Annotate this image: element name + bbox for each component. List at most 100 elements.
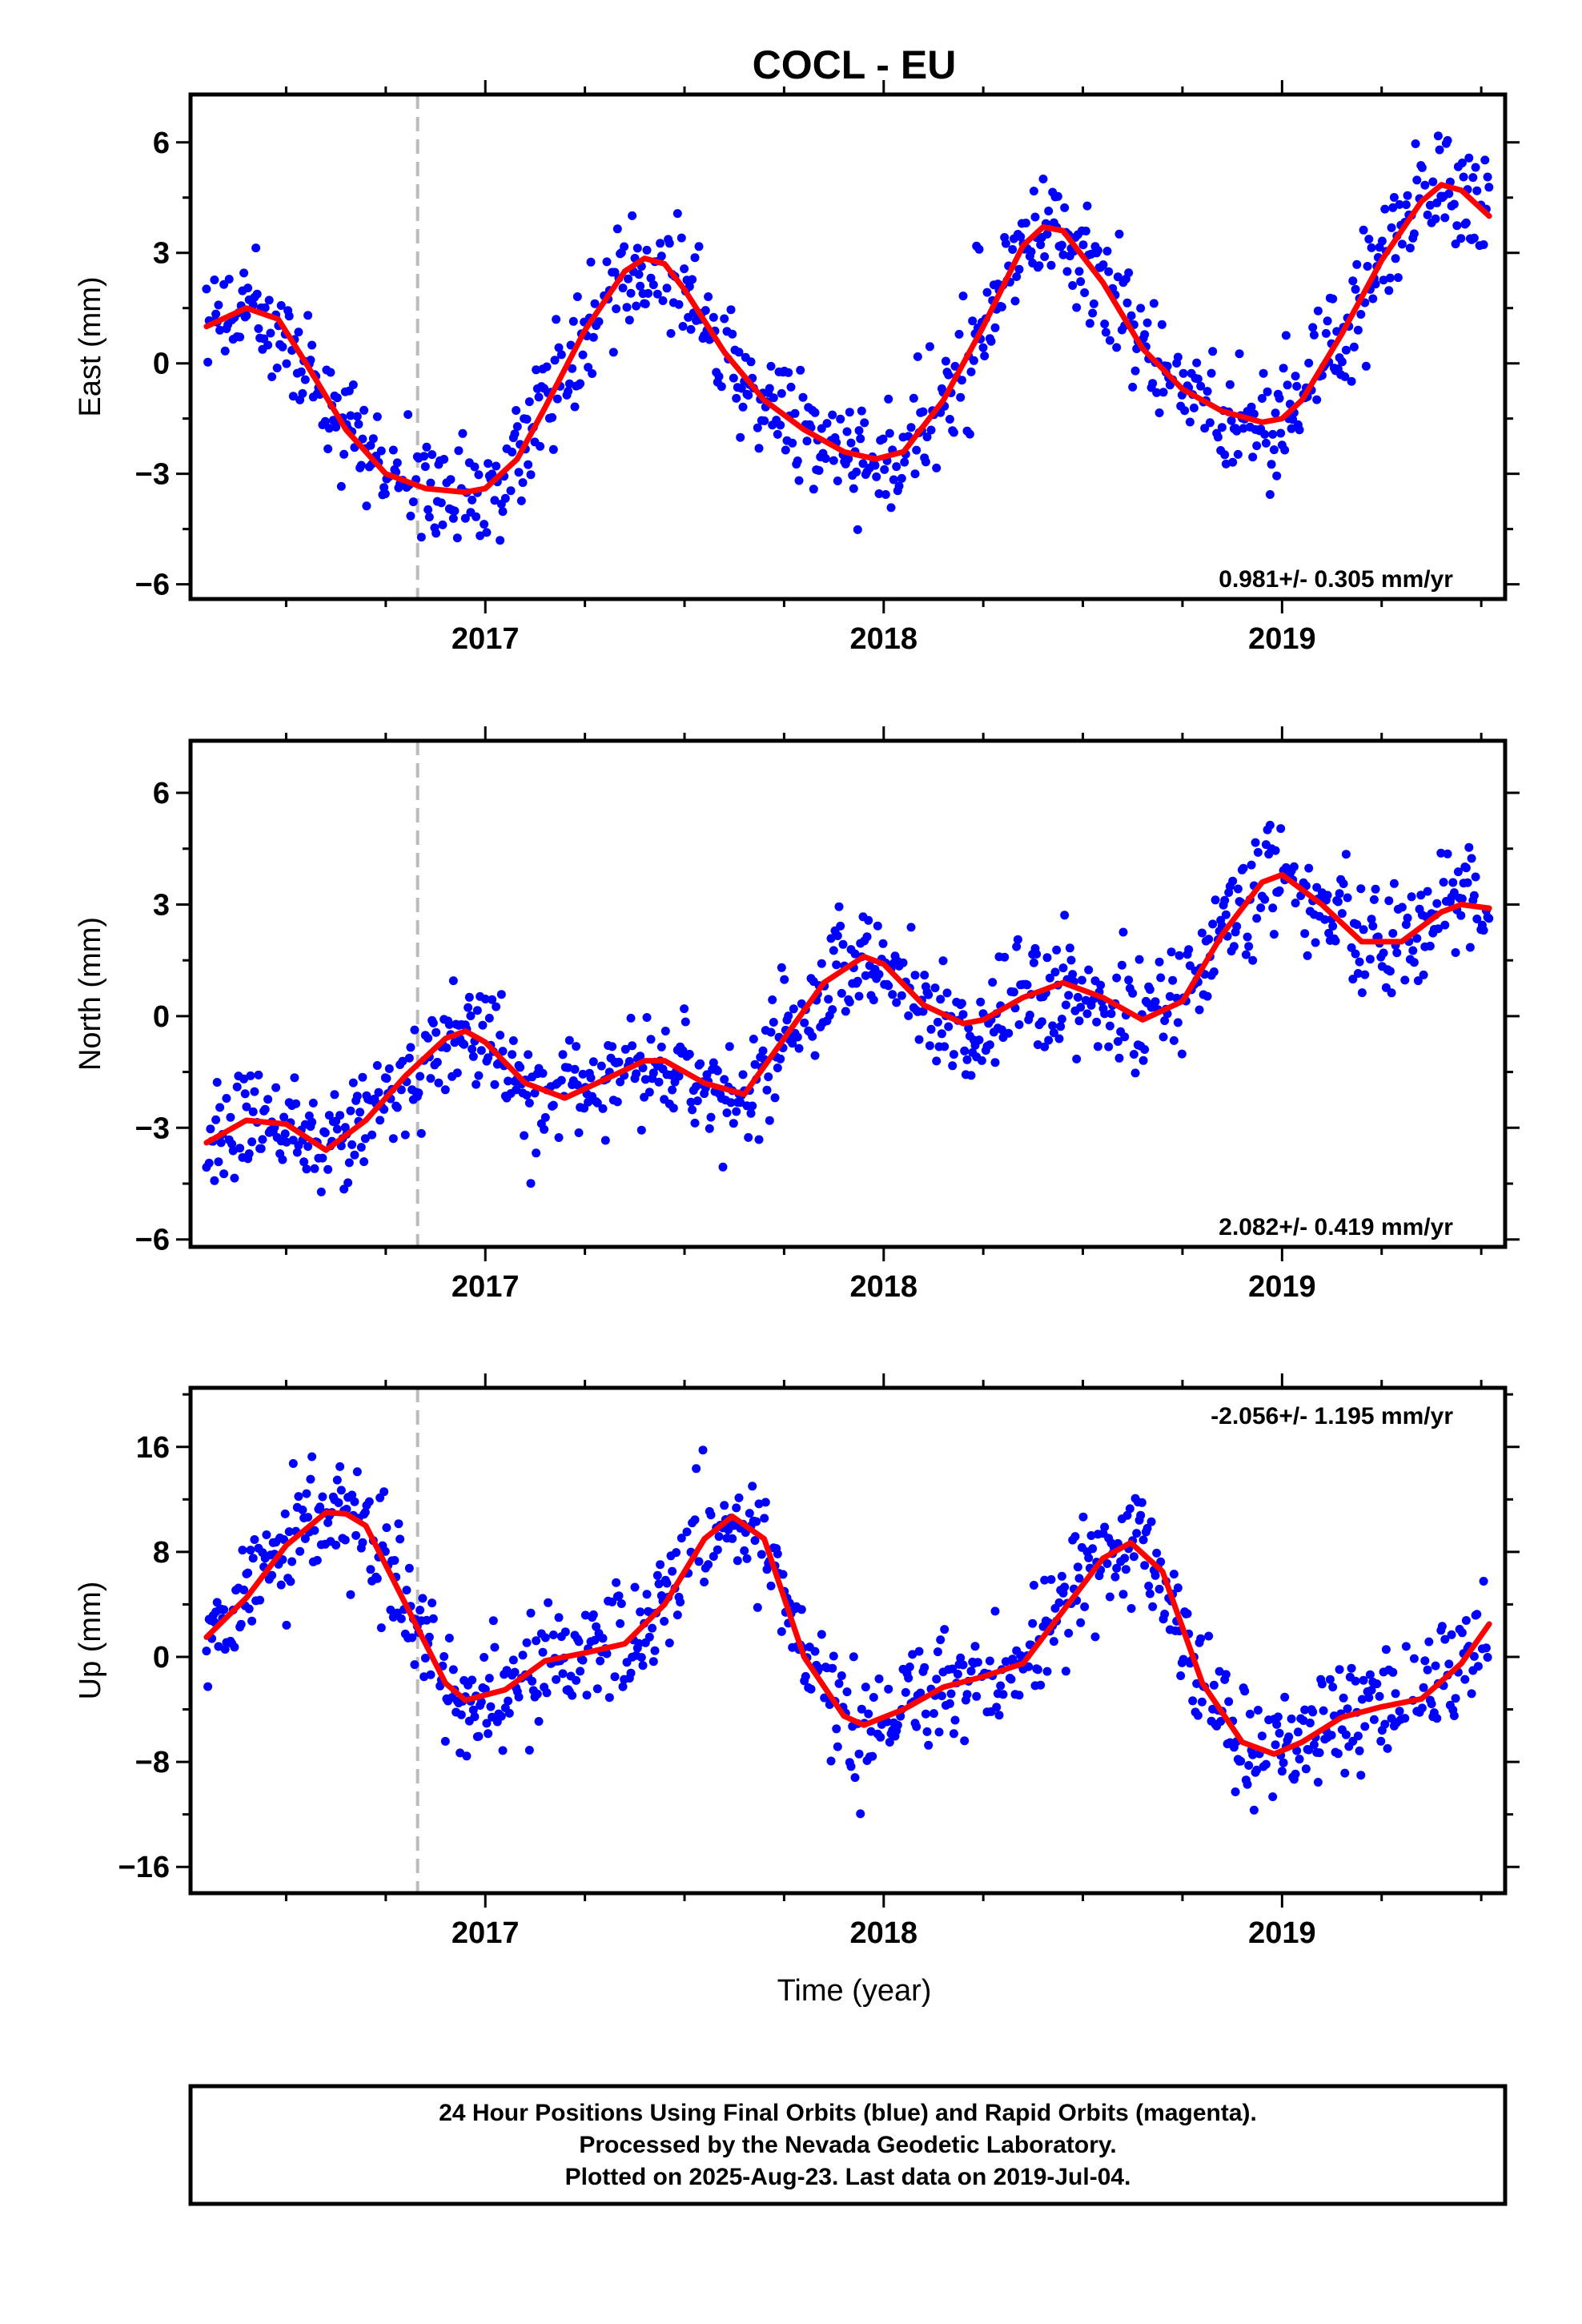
north-data-point [1355,957,1364,967]
east-data-point [490,496,500,505]
north-data-point [288,1136,298,1145]
north-data-point [1443,849,1452,858]
up-data-point [929,1709,938,1719]
north-data-point [1220,895,1230,905]
east-data-point [518,478,528,488]
east-data-point [498,507,508,517]
up-data-point [1481,1643,1491,1653]
east-data-point [945,415,954,424]
north-y-tick-label: 3 [153,888,170,922]
east-data-point [844,454,853,464]
up-data-point [468,1675,477,1685]
east-y-tick-label: −6 [135,569,170,602]
east-data-point [1393,273,1403,283]
north-data-point [476,1046,486,1055]
up-data-point [933,1647,942,1657]
east-data-point [376,446,386,456]
up-data-point [829,1651,838,1661]
east-data-point [282,359,291,368]
north-data-point [732,1107,741,1116]
up-data-point [682,1527,692,1537]
north-data-point [1184,945,1194,955]
up-data-point [720,1501,729,1510]
east-data-point [624,316,634,325]
east-data-point [276,301,286,310]
up-data-point [1315,1748,1324,1758]
north-data-point [1211,895,1220,905]
north-data-point [442,1043,452,1052]
north-data-point [942,988,952,998]
east-data-point [968,316,978,326]
up-data-point [869,1693,878,1702]
up-data-point [924,1740,934,1750]
east-data-point [1102,247,1112,256]
up-data-point [922,1727,932,1736]
east-y-tick-label: 3 [153,237,170,271]
north-data-point [736,1098,745,1108]
east-data-point [1016,232,1026,242]
up-data-point [985,1656,994,1666]
east-data-point [1403,191,1412,200]
east-data-point [978,343,988,352]
up-data-point [1160,1610,1170,1618]
up-data-point [576,1667,585,1676]
north-data-point [444,1019,454,1029]
east-data-point [1173,352,1182,362]
up-data-point [1243,1779,1252,1789]
east-data-point [202,284,211,294]
east-data-point [1104,267,1114,276]
north-data-point [1013,935,1022,944]
east-data-point [1062,267,1072,276]
east-data-point [1038,175,1048,183]
up-data-point [379,1487,389,1497]
east-data-point [828,410,837,420]
up-data-point [614,1591,624,1601]
east-data-point [1275,393,1284,403]
east-data-point [688,275,697,284]
up-data-point [1136,1510,1146,1520]
north-data-point [1353,969,1363,978]
footer-box [188,2084,1508,2206]
east-data-point [1276,428,1286,438]
east-data-point [1347,376,1356,386]
north-data-point [770,1093,780,1103]
north-data-point [729,1119,738,1128]
east-data-point [1227,416,1236,425]
up-data-point [994,1711,1004,1720]
north-data-point [838,939,848,949]
east-data-point [266,328,275,338]
up-data-point [1188,1696,1198,1706]
north-data-point [1484,914,1494,923]
east-data-point [1148,379,1158,388]
up-data-point [1273,1712,1283,1722]
east-data-point [922,432,932,442]
north-data-point [1356,884,1366,894]
east-data-point [1261,438,1271,448]
north-data-point [620,1044,630,1054]
east-data-point [392,458,402,468]
east-data-point [1391,254,1400,263]
north-data-point [492,1002,501,1011]
up-data-point [1317,1679,1327,1689]
up-data-point [709,1552,718,1561]
up-x-tick-label: 2018 [850,1916,918,1950]
east-data-point [856,434,865,444]
up-data-point [634,1638,644,1648]
north-data-point [230,1173,239,1183]
east-x-tick-label: 2019 [1248,622,1316,656]
up-data-point [1221,1670,1231,1679]
up-data-point [1014,1691,1024,1700]
north-data-point [624,1056,634,1066]
north-data-point [258,1135,267,1144]
up-data-point [998,1690,1008,1699]
up-data-point [1248,1750,1258,1759]
east-data-point [872,472,881,481]
east-data-point [542,362,552,372]
up-data-point [484,1729,493,1739]
up-data-point [1049,1637,1058,1647]
east-data-point [1387,223,1396,232]
east-data-point [458,428,468,438]
up-data-point [1339,1693,1348,1703]
up-data-point [1204,1631,1214,1641]
north-data-point [1352,920,1362,929]
